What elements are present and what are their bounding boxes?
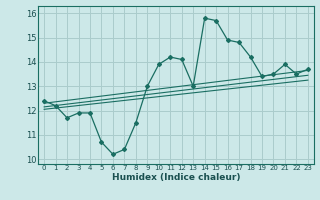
X-axis label: Humidex (Indice chaleur): Humidex (Indice chaleur) (112, 173, 240, 182)
